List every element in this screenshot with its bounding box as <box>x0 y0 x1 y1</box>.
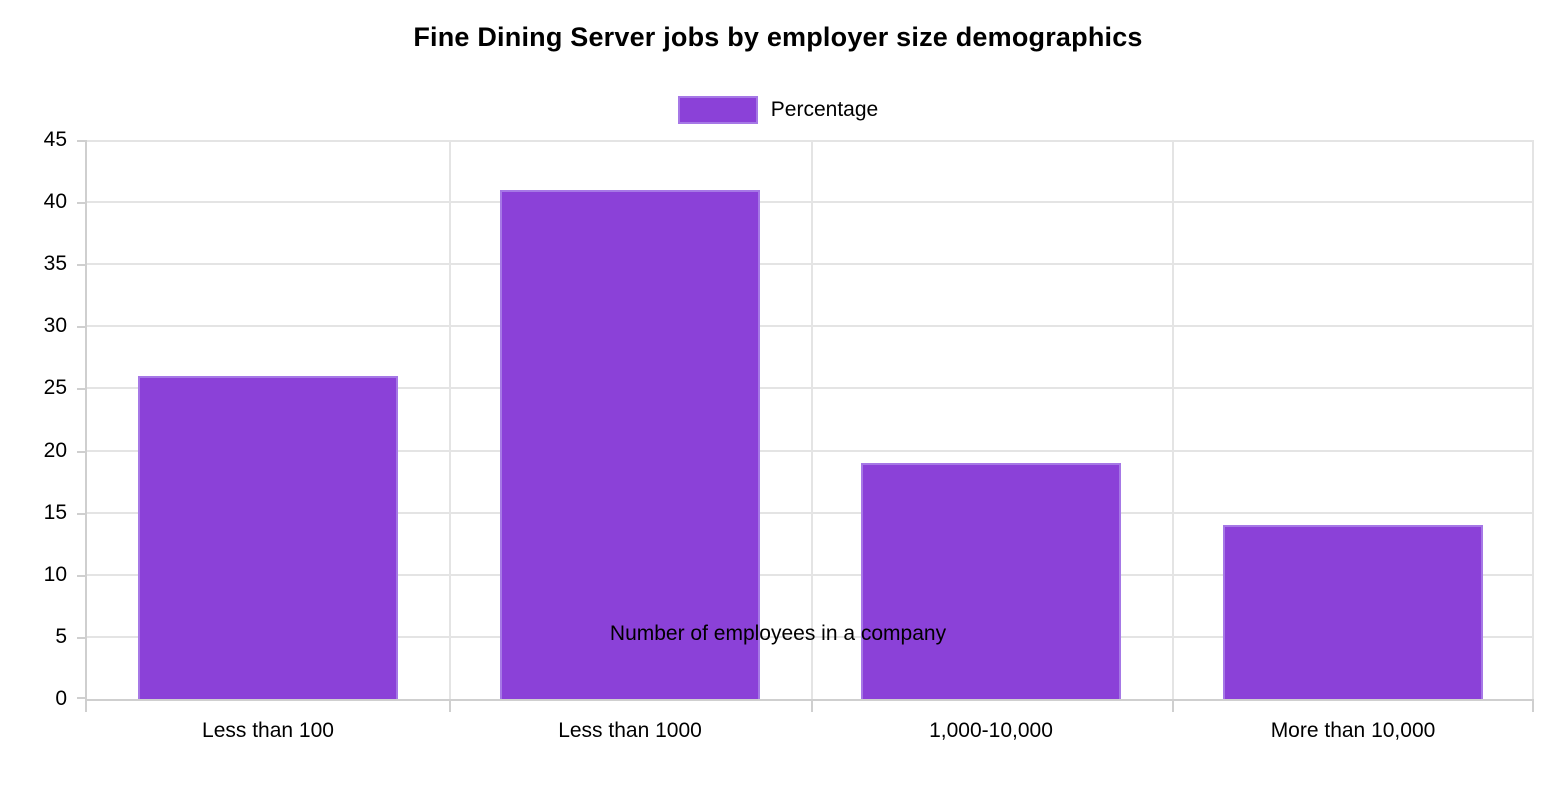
gridline-vertical <box>448 140 451 699</box>
x-axis-tick <box>1532 701 1534 712</box>
y-axis-tick-label: 40 <box>43 190 67 214</box>
bar <box>861 463 1121 699</box>
bar <box>138 376 398 699</box>
y-axis-tick <box>77 202 85 205</box>
legend-swatch <box>677 96 758 124</box>
bar <box>500 190 760 699</box>
x-axis-tick <box>448 701 451 712</box>
gridline-vertical <box>810 140 813 699</box>
x-axis-tick <box>810 701 813 712</box>
bar <box>1223 525 1483 699</box>
y-axis-tick-label: 5 <box>55 624 67 648</box>
y-axis-tick-label: 35 <box>43 252 67 276</box>
y-axis-tick-label: 15 <box>43 500 67 524</box>
y-axis-tick-label: 0 <box>55 687 67 710</box>
x-axis-tick-label: 1,000-10,000 <box>929 719 1053 742</box>
y-axis-tick-label: 45 <box>43 128 67 151</box>
x-axis-title: Number of employees in a company <box>609 622 947 645</box>
y-axis-tick-label: 10 <box>43 562 67 586</box>
y-axis-tick-label: 30 <box>43 314 67 338</box>
y-axis-tick <box>77 697 85 699</box>
y-axis-tick <box>77 636 85 639</box>
x-axis-tick <box>1172 701 1175 712</box>
x-axis-tick-label: More than 10,000 <box>1270 719 1436 742</box>
legend: Percentage <box>0 95 1556 125</box>
gridline-vertical <box>1532 140 1534 699</box>
x-axis-tick <box>85 701 87 712</box>
y-axis-tick <box>77 264 85 267</box>
y-axis-tick <box>77 326 85 329</box>
legend-label: Percentage <box>770 98 879 121</box>
y-axis-tick <box>77 512 85 515</box>
chart-title: Fine Dining Server jobs by employer size… <box>413 22 1143 52</box>
gridline-vertical <box>1172 140 1175 699</box>
y-axis-tick-label: 25 <box>43 376 67 400</box>
plot-area: 0 5 10 15 20 25 30 35 40 45 Less than 100 Less than… <box>44 128 1534 742</box>
y-axis-tick <box>77 388 85 391</box>
y-axis-tick <box>77 450 85 453</box>
y-axis-tick <box>77 140 85 142</box>
y-axis-tick <box>77 574 85 577</box>
x-axis-tick-label: Less than 1000 <box>558 719 702 742</box>
y-axis-tick-label: 20 <box>43 438 67 462</box>
x-axis-tick-label: Less than 100 <box>202 719 334 742</box>
